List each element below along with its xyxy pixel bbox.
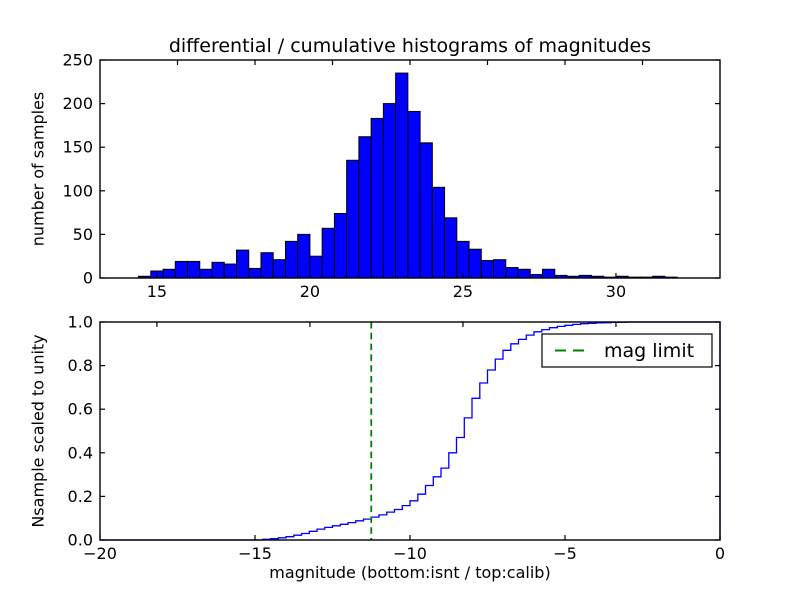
x-tick-label: 15 <box>147 282 167 301</box>
legend-label: mag limit <box>604 340 694 362</box>
figure-title: differential / cumulative histograms of … <box>168 35 652 57</box>
histogram-bar <box>493 259 507 279</box>
histogram-bar <box>431 186 446 279</box>
histogram-bar <box>321 227 335 279</box>
histogram-bar <box>480 260 495 279</box>
histogram-bar <box>505 267 519 279</box>
top-y-axis-label: number of samples <box>28 91 48 247</box>
histogram-bar <box>456 240 470 279</box>
histogram-bar <box>419 142 433 279</box>
histogram-bar <box>174 260 189 279</box>
x-tick-label: 20 <box>300 282 320 301</box>
histogram-bar <box>284 240 299 279</box>
histogram-bar <box>358 136 372 279</box>
histogram-bar <box>395 72 409 279</box>
histogram-bar <box>444 217 458 279</box>
histogram-bar <box>542 268 556 279</box>
histogram-bar <box>223 263 237 279</box>
x-tick-label: 0 <box>715 544 725 563</box>
y-tick-label: 0 <box>83 269 93 288</box>
histogram-bar <box>333 212 348 279</box>
histogram-bar <box>370 117 384 279</box>
cumulative-histogram-axes: −20 −15 −10 −5 0 0.0 0.2 0.4 0.6 0.8 1.0 mag limit <box>68 313 726 564</box>
histogram-bar <box>309 255 323 279</box>
histogram-bar <box>248 267 262 279</box>
histogram-bar <box>162 268 176 279</box>
y-tick-label: 100 <box>62 181 93 200</box>
histogram-bar <box>211 261 225 279</box>
x-tick-label: −5 <box>553 544 577 563</box>
y-tick-label: 0.4 <box>68 443 93 462</box>
x-tick-label: −10 <box>393 544 427 563</box>
y-tick-label: 0.6 <box>68 400 93 419</box>
histogram-bar <box>468 248 482 279</box>
y-tick-label: 0.0 <box>68 531 93 550</box>
y-tick-label: 1.0 <box>68 313 93 332</box>
y-tick-label: 200 <box>62 94 93 113</box>
differential-histogram-axes: 15 20 25 30 0 50 100 150 200 250 <box>62 51 721 301</box>
x-tick-label: −20 <box>83 544 117 563</box>
histogram-bar <box>272 259 286 279</box>
y-tick-label: 150 <box>62 138 93 157</box>
x-tick-label: 30 <box>606 282 626 301</box>
histogram-bar <box>517 268 531 279</box>
histogram-bar <box>260 252 274 279</box>
x-tick-label: 25 <box>453 282 473 301</box>
histogram-bars <box>138 72 678 279</box>
y-tick-label: 250 <box>62 51 93 70</box>
histogram-bar <box>187 260 201 279</box>
cumulative-curve <box>100 321 721 541</box>
legend: mag limit <box>541 333 713 368</box>
histogram-bar <box>199 268 213 279</box>
x-tick-label: −15 <box>238 544 272 563</box>
histogram-bar <box>235 249 250 279</box>
y-tick-label: 0.2 <box>68 487 93 506</box>
y-tick-label: 0.8 <box>68 356 93 375</box>
histogram-bar <box>297 233 311 279</box>
bottom-y-axis-label: Nsample scaled to unity <box>28 334 48 528</box>
histogram-bar <box>407 110 421 279</box>
y-tick-label: 50 <box>73 225 93 244</box>
histogram-bar <box>382 103 397 279</box>
legend-box <box>541 333 713 368</box>
histogram-bar <box>346 159 360 279</box>
x-axis-label: magnitude (bottom:isnt / top:calib) <box>269 563 551 582</box>
